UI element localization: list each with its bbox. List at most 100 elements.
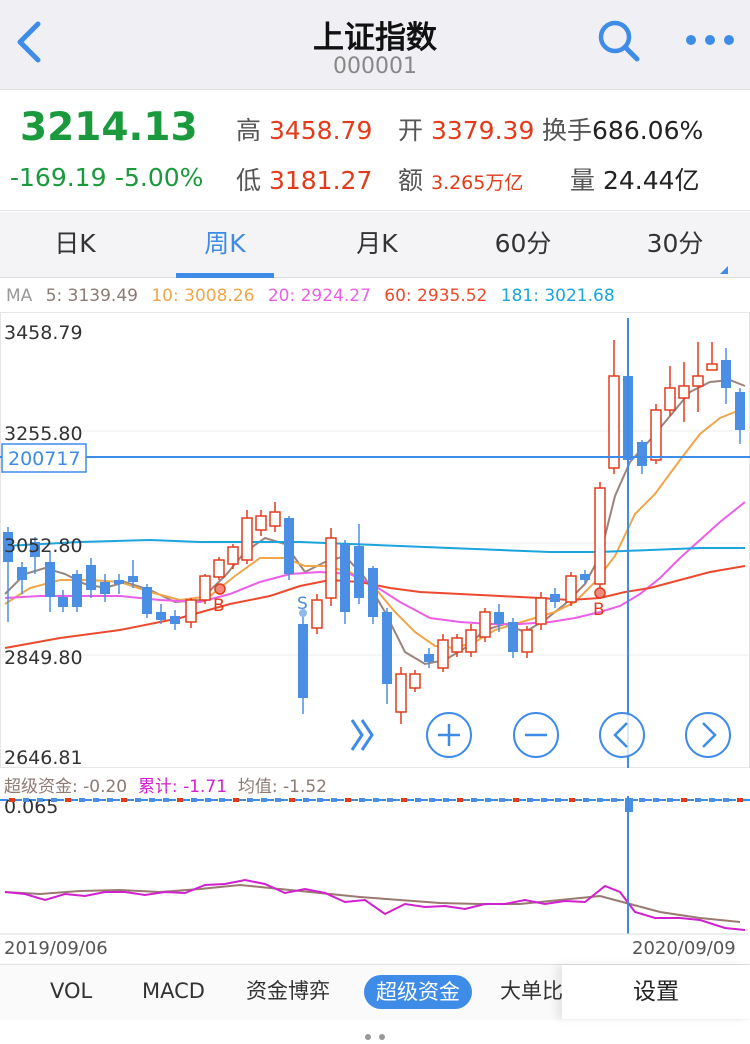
period-tabs: 日K 周K 月K 60分 30分 [0,212,750,278]
y-tick-label: 2646.81 [4,747,83,768]
superflow-bar [429,798,435,802]
tab-monthly[interactable]: 月K [356,229,398,258]
superflow-bar [639,798,645,802]
candle [170,610,180,630]
superflow-bar [107,798,113,802]
tab-30min[interactable]: 30分 [620,212,730,278]
candle [451,634,463,657]
tab-weekly[interactable]: 周K [176,212,274,278]
superflow-bar [37,798,43,802]
candle [565,572,577,606]
tab-fund-game[interactable]: 资金博弈 [246,979,330,1003]
superflow-bar [653,798,659,802]
superflow-average: 均值: -1.52 [237,777,327,797]
tab-vol[interactable]: VOL [50,979,93,1003]
superflow-bar [681,798,687,802]
superflow-bar [611,798,617,802]
y-tick-label: 3458.79 [4,322,83,344]
candle [706,342,718,371]
candle [114,574,124,594]
candle [479,608,491,642]
candle [354,524,364,604]
candle [465,624,477,657]
superflow-bar [667,798,673,802]
candle [213,557,225,580]
candle [58,590,68,612]
tab-big-order-ratio[interactable]: 大单比 [500,979,563,1003]
candle [269,502,281,532]
superflow-bar [723,798,729,802]
superflow-bar [51,798,57,802]
candle [395,667,407,724]
candle [382,608,392,704]
search-icon[interactable] [596,18,642,64]
open-stat: 开 3379.39 [398,116,535,145]
chevron-left-icon[interactable] [12,20,48,64]
candlestick-chart[interactable]: 3458.79 3255.80 3052.80 2849.80 2646.81 … [0,312,750,768]
buy-marker-label: B [593,600,605,620]
indicator-tabs: VOL MACD 资金博弈 超级资金 大单比 设置 [0,964,750,1020]
scroll-left-icon[interactable] [599,712,645,758]
ma-legend: MA 5: 3139.49 10: 3008.26 20: 2924.27 60… [6,286,623,306]
superflow-bar [317,798,323,802]
candle [30,537,40,574]
candle [650,404,662,464]
superflow-bar [247,798,253,802]
x-start-date: 2019/09/06 [4,938,108,959]
candle [185,598,197,628]
fast-forward-icon[interactable] [350,719,374,751]
ma20-line [4,501,746,625]
tab-macd[interactable]: MACD [142,979,205,1003]
superflow-value: 超级资金: -0.20 [4,777,128,797]
more-dots-icon[interactable] [682,20,738,60]
superflow-bar [527,798,533,802]
candle [535,592,547,630]
ma-label: MA [6,286,33,306]
ma20-value: 20: 2924.27 [267,286,371,306]
settings-button[interactable]: 设置 [562,965,750,1019]
candle [340,540,350,624]
candle [678,362,690,422]
superflow-avg-line [4,883,741,923]
page-indicator-dots [365,1034,385,1040]
candle [241,510,253,564]
candle [692,342,704,412]
candle [409,670,421,692]
page-title: 上证指数 [313,20,437,56]
candle [608,340,620,474]
tab-super-fund[interactable]: 超级资金 [364,975,472,1009]
candle [580,570,590,584]
superflow-bar [121,798,127,802]
candle [156,604,166,624]
superflow-bar [597,798,603,802]
candle [227,544,239,569]
superflow-cum-line [4,878,746,931]
superflow-bar [149,798,155,802]
tab-daily[interactable]: 日K [54,229,96,258]
price-change-pct: -5.00% [115,163,204,192]
amount-stat: 额 3.265万亿 [398,166,524,195]
candle [72,570,82,612]
superflow-bar [373,798,379,802]
superflow-bar [401,798,407,802]
zoom-out-icon[interactable] [513,712,559,758]
tab-60min[interactable]: 60分 [494,229,552,258]
candle [17,562,27,594]
candle [86,558,96,598]
superflow-chart[interactable]: 0.065 2019/09/06 2020/09/09 [0,796,750,964]
candle [664,366,676,416]
superflow-bar [443,798,449,802]
ma181-value: 181: 3021.68 [500,286,615,306]
current-price: 3214.13 [20,105,198,150]
superflow-cumulative: 累计: -1.71 [137,777,228,797]
candle [45,552,55,612]
candle [311,594,323,634]
high-stat: 高 3458.79 [236,116,373,145]
scroll-right-icon[interactable] [685,712,731,758]
quote-panel: 3214.13 -169.19 -5.00% 高 3458.79 开 3379.… [0,91,750,211]
superflow-bar [513,798,519,802]
zoom-in-icon[interactable] [426,712,472,758]
superflow-bar [219,798,225,802]
superflow-bar [261,798,267,802]
crosshair-label: 200717 [8,448,81,470]
